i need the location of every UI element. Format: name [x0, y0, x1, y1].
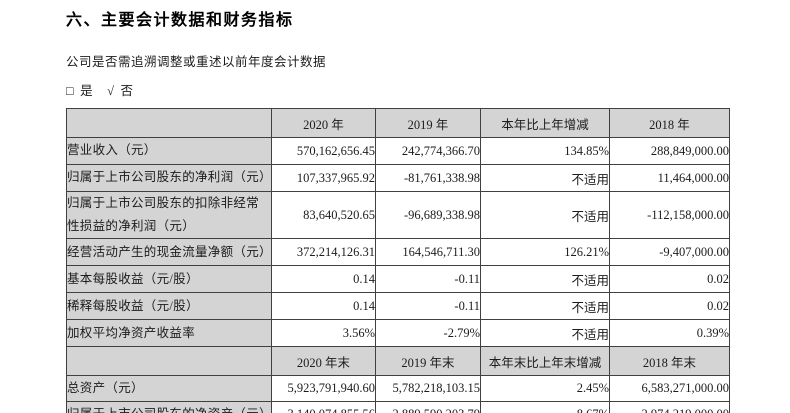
no-label: 否 [120, 84, 134, 98]
row-label: 归属于上市公司股东的净资产（元） [66, 401, 272, 413]
annual-header-2018: 2018 年 [609, 108, 730, 138]
annual-header-2020: 2020 年 [271, 108, 376, 138]
annual-header-empty-cell [66, 108, 272, 138]
cell-2020: 570,162,656.45 [271, 137, 376, 165]
cell-2018: 288,849,000.00 [609, 137, 730, 165]
cell-2020: 0.14 [271, 292, 376, 321]
cell-2018: -9,407,000.00 [609, 238, 730, 267]
cell-2019: 2,889,590,203.79 [375, 401, 481, 413]
cell-2019: -96,689,338.98 [375, 190, 481, 240]
table-row-net-profit: 归属于上市公司股东的净利润（元） 107,337,965.92 -81,761,… [66, 164, 730, 192]
cell-change: 8.67% [480, 401, 610, 413]
row-label: 总资产（元） [66, 375, 272, 403]
cell-2019: 5,782,218,103.15 [375, 375, 481, 403]
cell-change: 不适用 [480, 292, 610, 321]
annual-header-row: 2020 年 2019 年 本年比上年增减 2018 年 [66, 108, 730, 138]
annual-header-2019: 2019 年 [375, 108, 481, 138]
table-row-operating-revenue: 营业收入（元） 570,162,656.45 242,774,366.70 13… [66, 137, 730, 165]
eoy-header-change: 本年末比上年末增减 [480, 346, 610, 377]
cell-change: 不适用 [480, 190, 610, 240]
cell-2020: 5,923,791,940.60 [271, 375, 376, 403]
cell-change: 126.21% [480, 238, 610, 267]
table-row-net-assets: 归属于上市公司股东的净资产（元） 3,140,074,855.56 2,889,… [66, 401, 730, 413]
section-title: 六、主要会计数据和财务指标 [66, 12, 294, 29]
cell-2019: 242,774,366.70 [375, 137, 481, 165]
cell-2019: -0.11 [375, 265, 481, 294]
cell-2019: -2.79% [375, 319, 481, 348]
cell-2020: 0.14 [271, 265, 376, 294]
check-mark-icon: √ [107, 84, 115, 98]
cell-change: 134.85% [480, 137, 610, 165]
financial-indicators-table: 2020 年 2019 年 本年比上年增减 2018 年 营业收入（元） 570… [66, 108, 730, 413]
checkbox-unchecked-icon: □ [66, 84, 75, 98]
restatement-question: 公司是否需追溯调整或重述以前年度会计数据 [66, 55, 327, 69]
table-row-basic-eps: 基本每股收益（元/股） 0.14 -0.11 不适用 0.02 [66, 265, 730, 294]
cell-2018: 0.39% [609, 319, 730, 348]
cell-2020: 83,640,520.65 [271, 190, 376, 240]
cell-2019: 164,546,711.30 [375, 238, 481, 267]
eoy-header-2020: 2020 年末 [271, 346, 376, 377]
report-page: 六、主要会计数据和财务指标 公司是否需追溯调整或重述以前年度会计数据 □ 是 √ 否 … [66, 12, 746, 413]
annual-header-change: 本年比上年增减 [480, 108, 610, 138]
cell-2020: 3.56% [271, 319, 376, 348]
cell-2020: 107,337,965.92 [271, 164, 376, 192]
cell-2020: 3,140,074,855.56 [271, 401, 376, 413]
row-label: 稀释每股收益（元/股） [66, 292, 272, 321]
cell-2018: 0.02 [609, 292, 730, 321]
cell-2018: 0.02 [609, 265, 730, 294]
cell-change: 不适用 [480, 319, 610, 348]
eoy-header-2019: 2019 年末 [375, 346, 481, 377]
table-row-weighted-avg-roe: 加权平均净资产收益率 3.56% -2.79% 不适用 0.39% [66, 319, 730, 348]
cell-change: 不适用 [480, 265, 610, 294]
cell-change: 不适用 [480, 164, 610, 192]
row-label: 营业收入（元） [66, 137, 272, 165]
yes-label: 是 [80, 84, 94, 98]
row-label: 加权平均净资产收益率 [66, 319, 272, 348]
table-row-total-assets: 总资产（元） 5,923,791,940.60 5,782,218,103.15… [66, 375, 730, 403]
cell-2019: -0.11 [375, 292, 481, 321]
row-label: 归属于上市公司股东的净利润（元） [66, 164, 272, 192]
cell-2018: 11,464,000.00 [609, 164, 730, 192]
cell-2018: 6,583,271,000.00 [609, 375, 730, 403]
row-label: 经营活动产生的现金流量净额（元） [66, 238, 272, 267]
table-row-diluted-eps: 稀释每股收益（元/股） 0.14 -0.11 不适用 0.02 [66, 292, 730, 321]
cell-2019: -81,761,338.98 [375, 164, 481, 192]
table-row-operating-cash-flow: 经营活动产生的现金流量净额（元） 372,214,126.31 164,546,… [66, 238, 730, 267]
cell-change: 2.45% [480, 375, 610, 403]
row-label: 基本每股收益（元/股） [66, 265, 272, 294]
table-row-net-profit-excl-nonrecurring: 归属于上市公司股东的扣除非经常性损益的净利润（元） 83,640,520.65 … [66, 190, 730, 240]
eoy-header-2018: 2018 年末 [609, 346, 730, 377]
row-label: 归属于上市公司股东的扣除非经常性损益的净利润（元） [66, 190, 272, 240]
cell-2018: 2,974,219,000.00 [609, 401, 730, 413]
restatement-answer: □ 是 √ 否 [66, 80, 746, 99]
eoy-header-row: 2020 年末 2019 年末 本年末比上年末增减 2018 年末 [66, 346, 730, 377]
eoy-header-empty-cell [66, 346, 272, 377]
cell-2018: -112,158,000.00 [609, 190, 730, 240]
cell-2020: 372,214,126.31 [271, 238, 376, 267]
